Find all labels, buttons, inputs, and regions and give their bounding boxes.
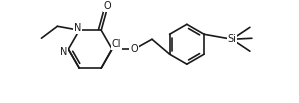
Text: O: O xyxy=(130,44,138,54)
Text: N: N xyxy=(74,23,81,33)
Text: Cl: Cl xyxy=(112,39,121,49)
Text: N: N xyxy=(60,47,67,57)
Text: Si: Si xyxy=(228,34,237,44)
Text: O: O xyxy=(103,1,111,11)
